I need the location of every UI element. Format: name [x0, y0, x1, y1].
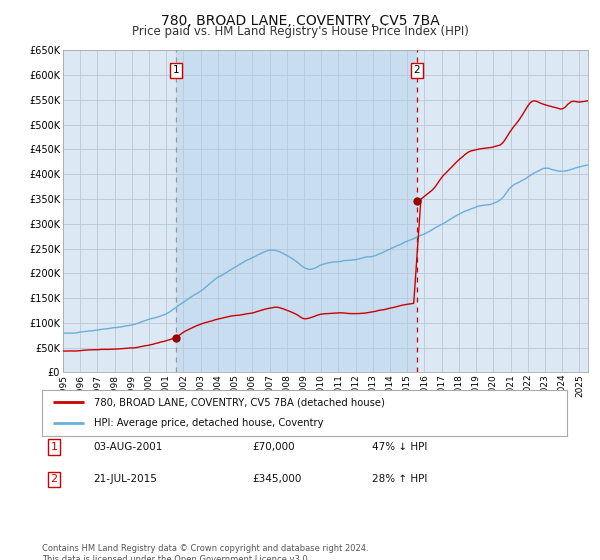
Bar: [176, 50, 416, 372]
Text: 780, BROAD LANE, COVENTRY, CV5 7BA (detached house): 780, BROAD LANE, COVENTRY, CV5 7BA (deta…: [95, 397, 385, 407]
Text: 2: 2: [413, 65, 420, 75]
Text: Price paid vs. HM Land Registry's House Price Index (HPI): Price paid vs. HM Land Registry's House …: [131, 25, 469, 38]
Text: £70,000: £70,000: [252, 442, 295, 452]
Text: Contains HM Land Registry data © Crown copyright and database right 2024.
This d: Contains HM Land Registry data © Crown c…: [42, 544, 368, 560]
Text: 1: 1: [50, 442, 58, 452]
Text: 28% ↑ HPI: 28% ↑ HPI: [372, 474, 427, 484]
Text: HPI: Average price, detached house, Coventry: HPI: Average price, detached house, Cove…: [95, 418, 324, 428]
Text: 03-AUG-2001: 03-AUG-2001: [93, 442, 163, 452]
Text: 21-JUL-2015: 21-JUL-2015: [93, 474, 157, 484]
Text: 1: 1: [173, 65, 179, 75]
Text: 47% ↓ HPI: 47% ↓ HPI: [372, 442, 427, 452]
Text: 2: 2: [50, 474, 58, 484]
Text: £345,000: £345,000: [252, 474, 301, 484]
Text: 780, BROAD LANE, COVENTRY, CV5 7BA: 780, BROAD LANE, COVENTRY, CV5 7BA: [161, 14, 439, 28]
